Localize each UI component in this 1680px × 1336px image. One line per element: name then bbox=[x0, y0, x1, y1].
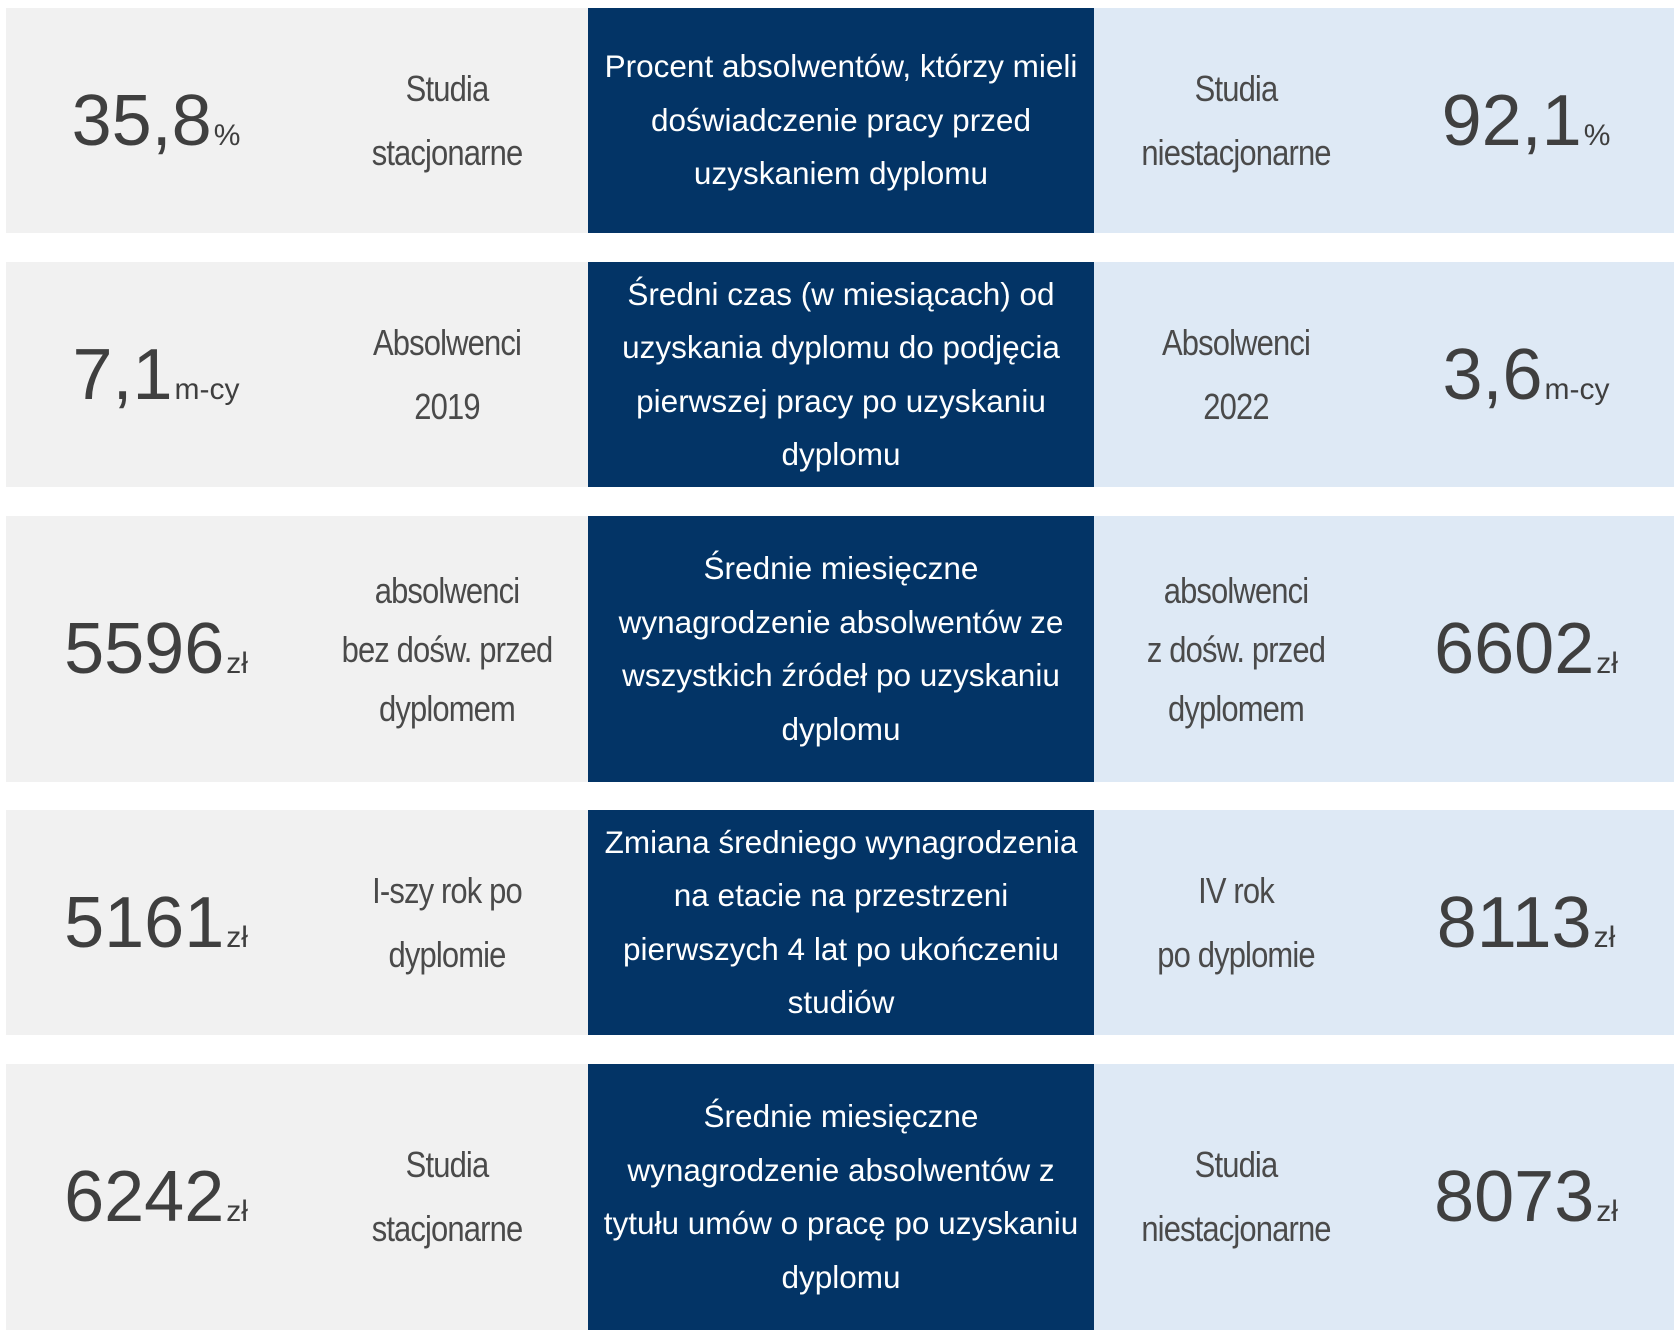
stat-row-1: 35,8 % Studia stacjonarne Procent absolw… bbox=[6, 8, 1674, 233]
stat-row-3: 5596 zł absolwenci bez dośw. przed dyplo… bbox=[6, 516, 1674, 782]
right-value-number: 6602 bbox=[1434, 609, 1595, 689]
left-label: Studia stacjonarne bbox=[326, 1133, 569, 1261]
right-label-line: niestacjonarne bbox=[1141, 1208, 1331, 1249]
left-value: 5161 zł bbox=[6, 887, 306, 959]
right-value-number: 92,1 bbox=[1441, 80, 1582, 161]
left-label: I-szy rok po dyplomie bbox=[326, 859, 569, 987]
left-panel: 5161 zł I-szy rok po dyplomie bbox=[6, 810, 588, 1035]
left-value-unit: % bbox=[213, 118, 241, 152]
right-panel: Studia niestacjonarne 92,1 % bbox=[1094, 8, 1674, 233]
right-value: 3,6 m-cy bbox=[1378, 339, 1674, 411]
right-panel: IV rok po dyplomie 8113 zł bbox=[1094, 810, 1674, 1035]
left-label-line: Absolwenci bbox=[372, 321, 522, 363]
right-value-number: 8073 bbox=[1434, 1157, 1595, 1237]
left-value-number: 7,1 bbox=[72, 334, 173, 415]
left-label: absolwenci bez dośw. przed dyplomem bbox=[326, 561, 569, 738]
right-label-line: absolwenci bbox=[1163, 569, 1309, 611]
left-value: 5596 zł bbox=[6, 613, 306, 685]
left-value-number: 35,8 bbox=[71, 80, 212, 161]
right-label: Studia niestacjonarne bbox=[1114, 1133, 1358, 1261]
left-value-unit: zł bbox=[226, 1195, 248, 1228]
left-label-line: Studia bbox=[405, 67, 489, 109]
metric-description: Średnie miesięczne wynagrodzenie absolwe… bbox=[588, 1064, 1094, 1330]
right-label-line: niestacjonarne bbox=[1141, 131, 1331, 173]
left-panel: 6242 zł Studia stacjonarne bbox=[6, 1064, 588, 1330]
right-value-number: 3,6 bbox=[1442, 334, 1543, 415]
right-label-line: dyplomem bbox=[1168, 687, 1305, 729]
stat-row-2: 7,1 m-cy Absolwenci 2019 Średni czas (w … bbox=[6, 262, 1674, 487]
left-panel: 7,1 m-cy Absolwenci 2019 bbox=[6, 262, 588, 487]
right-value-unit: zł bbox=[1596, 647, 1618, 680]
right-label-line: Studia bbox=[1194, 67, 1278, 109]
left-panel: 5596 zł absolwenci bez dośw. przed dyplo… bbox=[6, 516, 588, 782]
left-label-line: I-szy rok po bbox=[372, 869, 523, 911]
right-label: IV rok po dyplomie bbox=[1114, 859, 1358, 987]
right-value-unit: zł bbox=[1596, 1195, 1618, 1228]
right-label: absolwenci z dośw. przed dyplomem bbox=[1114, 561, 1358, 738]
left-panel: 35,8 % Studia stacjonarne bbox=[6, 8, 588, 233]
left-value-number: 6242 bbox=[64, 1157, 225, 1237]
left-label-line: absolwenci bbox=[374, 569, 520, 611]
stat-row-5: 6242 zł Studia stacjonarne Średnie miesi… bbox=[6, 1064, 1674, 1330]
left-label: Studia stacjonarne bbox=[326, 57, 569, 185]
right-label: Studia niestacjonarne bbox=[1114, 57, 1358, 185]
left-label-line: dyplomem bbox=[379, 687, 516, 729]
right-value-unit: m-cy bbox=[1544, 372, 1610, 406]
right-panel: Studia niestacjonarne 8073 zł bbox=[1094, 1064, 1674, 1330]
right-panel: absolwenci z dośw. przed dyplomem 6602 z… bbox=[1094, 516, 1674, 782]
metric-description: Procent absolwentów, którzy mieli doświa… bbox=[588, 8, 1094, 233]
left-value-unit: zł bbox=[226, 920, 248, 954]
left-label-line: dyplomie bbox=[388, 933, 506, 975]
left-label-line: stacjonarne bbox=[371, 131, 523, 173]
right-label: Absolwenci 2022 bbox=[1114, 311, 1358, 439]
left-value-number: 5161 bbox=[64, 882, 225, 963]
left-value-unit: zł bbox=[226, 647, 248, 680]
right-panel: Absolwenci 2022 3,6 m-cy bbox=[1094, 262, 1674, 487]
right-value: 8113 zł bbox=[1378, 887, 1674, 959]
right-value: 6602 zł bbox=[1378, 613, 1674, 685]
left-value-number: 5596 bbox=[64, 609, 225, 689]
right-value-unit: % bbox=[1583, 118, 1611, 152]
left-label: Absolwenci 2019 bbox=[326, 311, 569, 439]
left-value: 6242 zł bbox=[6, 1161, 306, 1233]
right-label-line: IV rok bbox=[1198, 869, 1275, 911]
stat-row-4: 5161 zł I-szy rok po dyplomie Zmiana śre… bbox=[6, 810, 1674, 1035]
left-label-line: bez dośw. przed bbox=[341, 628, 554, 670]
right-label-line: po dyplomie bbox=[1157, 933, 1315, 975]
left-value: 7,1 m-cy bbox=[6, 339, 306, 411]
right-label-line: 2022 bbox=[1203, 385, 1269, 427]
right-value: 8073 zł bbox=[1378, 1161, 1674, 1233]
left-label-line: stacjonarne bbox=[371, 1208, 523, 1249]
left-label-line: 2019 bbox=[414, 385, 480, 427]
metric-description: Zmiana średniego wynagrodzenia na etacie… bbox=[588, 810, 1094, 1035]
left-value: 35,8 % bbox=[6, 85, 306, 157]
metric-description: Średnie miesięczne wynagrodzenie absolwe… bbox=[588, 516, 1094, 782]
right-value: 92,1 % bbox=[1378, 85, 1674, 157]
metric-description: Średni czas (w miesiącach) od uzyskania … bbox=[588, 262, 1094, 487]
right-value-unit: zł bbox=[1593, 920, 1616, 954]
left-value-unit: m-cy bbox=[174, 372, 240, 406]
right-label-line: z dośw. przed bbox=[1146, 628, 1326, 670]
left-label-line: Studia bbox=[405, 1144, 489, 1185]
right-label-line: Absolwenci bbox=[1161, 321, 1311, 363]
right-value-number: 8113 bbox=[1436, 882, 1592, 963]
right-label-line: Studia bbox=[1194, 1144, 1278, 1185]
